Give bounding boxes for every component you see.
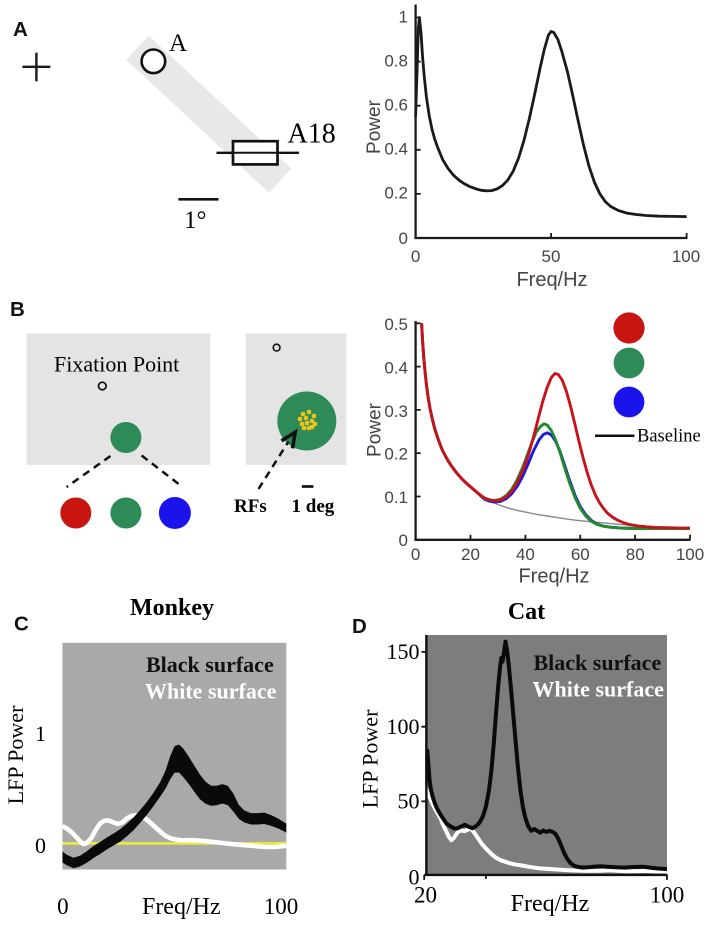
svg-text:150: 150 (387, 639, 420, 664)
svg-text:LFP Power: LFP Power (358, 709, 383, 808)
svg-text:0: 0 (411, 545, 420, 564)
svg-text:100: 100 (672, 247, 700, 266)
svg-text:Cat: Cat (508, 599, 545, 625)
svg-text:Fixation Point: Fixation Point (54, 352, 179, 377)
svg-text:Power: Power (365, 402, 386, 457)
svg-text:Black surface: Black surface (534, 650, 662, 675)
svg-text:0: 0 (399, 531, 408, 550)
svg-text:40: 40 (516, 545, 535, 564)
svg-text:0.5: 0.5 (384, 315, 408, 334)
svg-text:0.3: 0.3 (384, 402, 408, 421)
svg-text:White surface: White surface (145, 679, 277, 704)
svg-text:0: 0 (57, 894, 69, 919)
svg-text:Monkey: Monkey (130, 595, 214, 621)
svg-text:100: 100 (387, 714, 420, 739)
svg-text:0: 0 (409, 865, 420, 890)
svg-text:A: A (13, 18, 28, 41)
svg-text:RFs: RFs (234, 496, 267, 517)
svg-text:Power: Power (364, 99, 385, 154)
svg-text:A: A (169, 30, 187, 57)
svg-text:0: 0 (35, 833, 46, 858)
svg-text:0: 0 (399, 229, 408, 248)
svg-text:Freq/Hz: Freq/Hz (516, 269, 587, 291)
svg-text:Baseline: Baseline (637, 427, 701, 447)
svg-text:1°: 1° (184, 207, 207, 234)
svg-text:Black surface: Black surface (146, 652, 274, 677)
svg-text:100: 100 (676, 545, 704, 564)
svg-text:1: 1 (399, 8, 408, 27)
svg-text:0.1: 0.1 (384, 488, 408, 507)
svg-text:50: 50 (542, 247, 561, 266)
svg-text:0.4: 0.4 (384, 358, 408, 377)
svg-text:80: 80 (626, 545, 645, 564)
svg-text:White surface: White surface (533, 677, 665, 702)
svg-text:0.2: 0.2 (384, 445, 408, 464)
svg-text:100: 100 (264, 894, 299, 919)
svg-text:D: D (352, 615, 367, 638)
svg-text:0.2: 0.2 (384, 184, 408, 203)
svg-text:50: 50 (398, 789, 420, 814)
svg-text:Freq/Hz: Freq/Hz (142, 894, 221, 920)
svg-text:1: 1 (35, 721, 46, 746)
svg-text:20: 20 (414, 883, 437, 908)
svg-text:0.6: 0.6 (384, 96, 408, 115)
svg-text:Freq/Hz: Freq/Hz (518, 566, 589, 588)
svg-text:Freq/Hz: Freq/Hz (511, 891, 590, 917)
svg-text:LFP Power: LFP Power (3, 705, 28, 804)
svg-text:C: C (14, 613, 29, 636)
svg-text:0.8: 0.8 (384, 52, 408, 71)
svg-text:60: 60 (571, 545, 590, 564)
svg-text:0.4: 0.4 (384, 140, 408, 159)
svg-text:20: 20 (461, 545, 480, 564)
svg-text:A18: A18 (288, 119, 336, 150)
svg-text:0: 0 (411, 247, 420, 266)
svg-text:B: B (10, 298, 25, 321)
svg-text:1 deg: 1 deg (292, 496, 335, 517)
svg-text:100: 100 (650, 883, 685, 908)
